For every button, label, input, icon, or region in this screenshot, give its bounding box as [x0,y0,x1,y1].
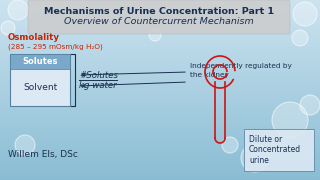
Circle shape [15,135,35,155]
Circle shape [8,0,28,20]
Text: kg water: kg water [79,82,116,91]
Text: Osmolality: Osmolality [8,33,60,42]
Text: Solutes: Solutes [22,57,58,66]
Text: #Solutes: #Solutes [79,71,118,80]
FancyBboxPatch shape [244,129,314,171]
Circle shape [292,30,308,46]
Text: the kidney: the kidney [190,72,229,78]
Circle shape [300,95,320,115]
Circle shape [1,21,15,35]
FancyBboxPatch shape [28,0,290,34]
Text: Independently regulated by: Independently regulated by [190,63,292,69]
Text: Mechanisms of Urine Concentration: Part 1: Mechanisms of Urine Concentration: Part … [44,6,274,15]
FancyBboxPatch shape [10,54,70,106]
Text: Dilute or
Concentrated
urine: Dilute or Concentrated urine [249,135,301,165]
FancyBboxPatch shape [10,54,70,69]
Circle shape [272,102,308,138]
Text: (285 – 295 mOsm/kg H₂O): (285 – 295 mOsm/kg H₂O) [8,44,103,50]
Circle shape [222,137,238,153]
Text: Solvent: Solvent [23,82,57,91]
Text: Overview of Countercurrent Mechanism: Overview of Countercurrent Mechanism [64,17,254,26]
Circle shape [293,2,317,26]
Circle shape [149,29,161,41]
Circle shape [241,144,269,172]
Text: Willem Els, DSc: Willem Els, DSc [8,150,78,159]
